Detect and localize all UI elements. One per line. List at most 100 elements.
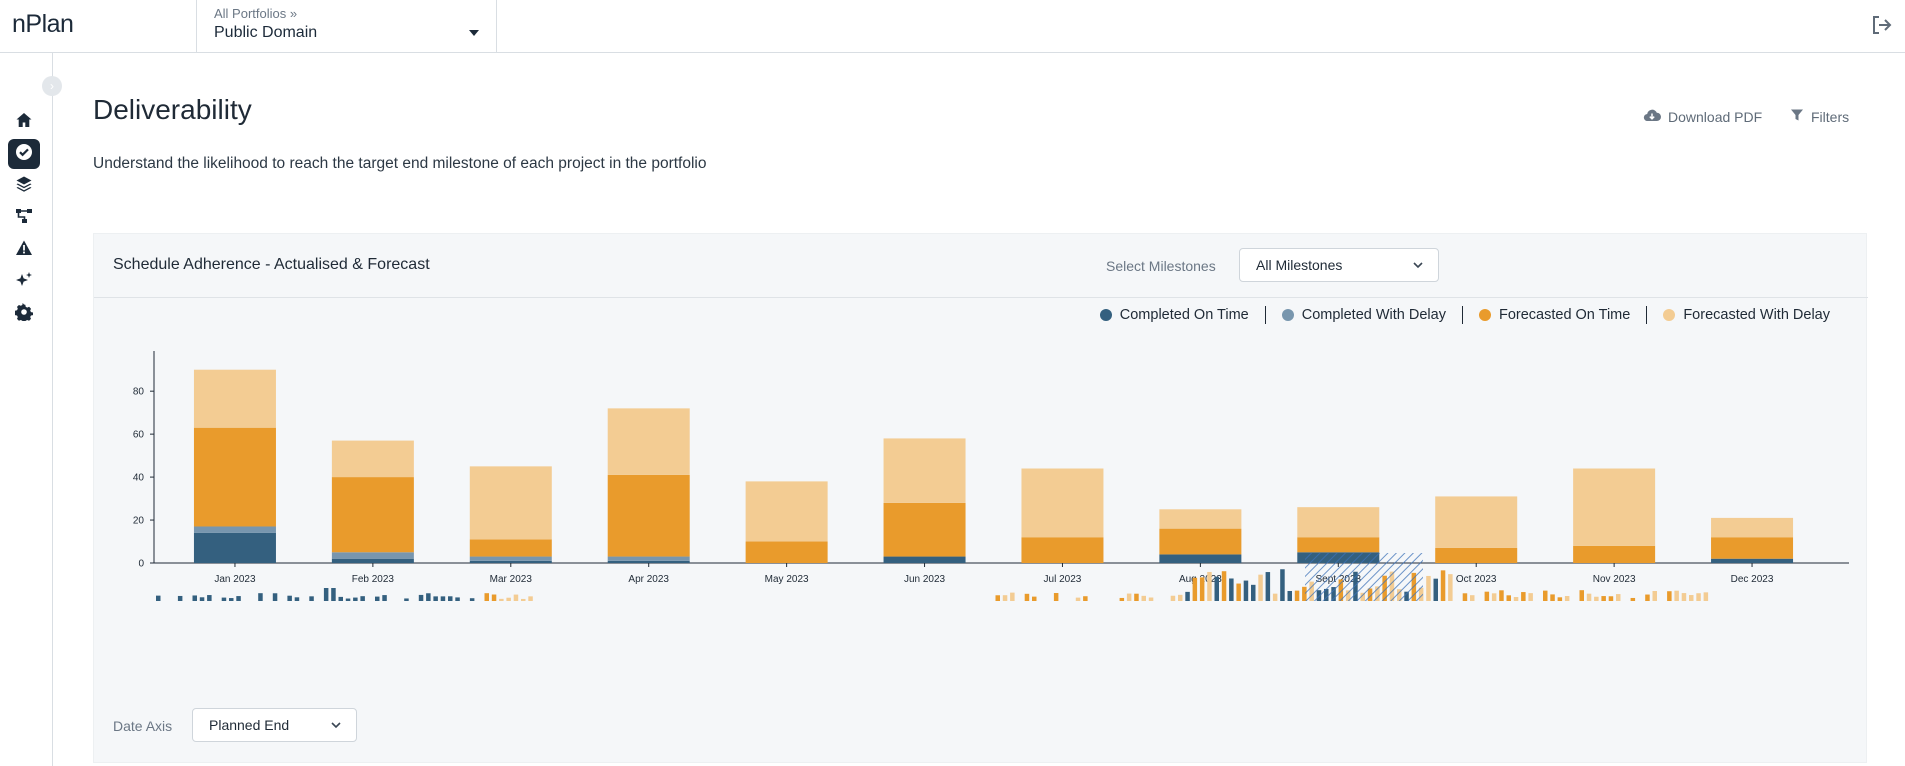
- overview-bar: [1440, 570, 1446, 601]
- overview-bar: [1586, 593, 1592, 601]
- bar-segment: [745, 541, 828, 563]
- overview-bar: [1681, 593, 1687, 601]
- bar-segment: [193, 369, 276, 428]
- overview-bar: [1141, 595, 1146, 601]
- bar-segment: [883, 556, 966, 563]
- x-tick-label: Jan 2023: [214, 574, 256, 585]
- overview-bar: [1053, 593, 1059, 601]
- overview-bar: [207, 595, 212, 601]
- legend-item-completed-with-delay[interactable]: Completed With Delay: [1281, 307, 1446, 323]
- overview-bar: [1265, 572, 1271, 601]
- bar-segment: [331, 552, 414, 559]
- bar-segment: [193, 526, 276, 533]
- legend-item-completed-on-time[interactable]: Completed On Time: [1099, 307, 1249, 323]
- overview-bar: [1564, 596, 1570, 601]
- overview-bar: [1272, 593, 1278, 601]
- sidebar: [0, 53, 53, 766]
- gear-icon: [15, 302, 33, 326]
- schedule-adherence-card: Schedule Adherence - Actualised & Foreca…: [93, 233, 1868, 763]
- overview-bar: [258, 593, 263, 601]
- legend-label: Completed On Time: [1119, 307, 1249, 323]
- overview-bar: [484, 593, 489, 601]
- sidebar-item-risks[interactable]: [8, 235, 40, 265]
- bar-segment: [607, 408, 690, 475]
- overview-bar: [156, 595, 161, 601]
- bar-segment: [1021, 468, 1104, 538]
- x-tick-label: Mar 2023: [490, 574, 533, 585]
- overview-bar: [1032, 596, 1037, 601]
- x-tick-label: May 2023: [765, 574, 809, 585]
- caret-down-icon[interactable]: [469, 30, 479, 36]
- filters-button[interactable]: Filters: [1790, 108, 1849, 125]
- sidebar-item-settings[interactable]: [8, 299, 40, 329]
- sidebar-item-deliverability[interactable]: [8, 139, 40, 169]
- x-tick-label: Jul 2023: [1044, 574, 1082, 585]
- sidebar-item-hierarchy[interactable]: [8, 203, 40, 233]
- overview-bar: [229, 598, 234, 601]
- sidebar-collapse-button[interactable]: ›: [42, 76, 62, 96]
- bar-segment: [1159, 528, 1242, 555]
- overview-bar: [1119, 597, 1125, 601]
- overview-bar: [1302, 586, 1307, 601]
- date-axis-select[interactable]: Planned End: [192, 708, 357, 742]
- overview-bar: [287, 595, 292, 601]
- legend-label: Completed With Delay: [1301, 307, 1446, 323]
- legend-item-forecasted-on-time[interactable]: Forecasted On Time: [1478, 307, 1630, 323]
- overview-bar: [404, 598, 409, 601]
- legend-item-forecasted-with-delay[interactable]: Forecasted With Delay: [1663, 307, 1830, 323]
- overview-bar: [1426, 575, 1431, 601]
- overview-bar: [1484, 591, 1490, 601]
- overview-bar: [1134, 593, 1139, 601]
- overview-bar: [375, 596, 380, 601]
- hierarchy-icon: [15, 207, 33, 230]
- sidebar-item-layers[interactable]: [8, 171, 40, 201]
- bar-segment: [469, 556, 552, 561]
- stacked-bar-chart: 0 20 40 60 80 Jan 2023 Feb 2023 Mar 2023 Apr 202…: [133, 351, 1849, 601]
- overview-bar: [1170, 595, 1176, 601]
- overview-bar: [1703, 592, 1709, 601]
- bar-segment: [1573, 545, 1656, 563]
- bar-segment: [469, 539, 552, 557]
- bar-segment: [1297, 507, 1380, 538]
- overview-bar: [1236, 583, 1241, 601]
- filter-icon: [1790, 108, 1804, 125]
- overview-bar: [338, 596, 343, 601]
- chevron-down-icon: [330, 718, 342, 734]
- overview-bar: [499, 598, 504, 601]
- overview-bar: [1645, 594, 1650, 601]
- filters-label: Filters: [1811, 108, 1850, 125]
- download-pdf-button[interactable]: Download PDF: [1643, 108, 1762, 125]
- sidebar-item-home[interactable]: [8, 107, 40, 137]
- overview-bar: [1002, 595, 1008, 601]
- portfolio-selector[interactable]: All Portfolios » Public Domain: [196, 0, 497, 53]
- bar-segment: [1711, 517, 1794, 538]
- milestones-select[interactable]: All Milestones: [1239, 248, 1439, 282]
- overview-bar: [1608, 596, 1614, 601]
- overview-bar: [469, 598, 475, 601]
- overview-bar: [1667, 591, 1672, 601]
- bar-segment: [469, 466, 552, 540]
- overview-bar: [353, 597, 358, 601]
- main-content: Deliverability Understand the likelihood…: [54, 54, 1905, 766]
- overview-bar: [1258, 574, 1263, 601]
- overview-bar: [513, 594, 519, 601]
- bar-segment: [607, 560, 690, 563]
- bar-segment: [193, 427, 276, 527]
- select-milestones-label: Select Milestones: [1106, 258, 1216, 274]
- overview-bar: [528, 596, 533, 601]
- overview-bar: [506, 597, 511, 601]
- check-circle-icon: [14, 142, 34, 167]
- overview-bar: [1207, 571, 1212, 601]
- overview-bar: [433, 596, 438, 601]
- logout-icon[interactable]: [1870, 14, 1894, 36]
- overview-bar: [1491, 593, 1497, 601]
- overview-bar: [1630, 597, 1636, 601]
- overview-bar: [309, 596, 314, 601]
- overview-bar: [1126, 593, 1132, 601]
- nplan-logo[interactable]: nPlan: [12, 10, 74, 38]
- y-tick-label: 40: [133, 473, 145, 484]
- sidebar-item-insights[interactable]: [8, 267, 40, 297]
- bar-segment: [331, 558, 414, 563]
- chevron-down-icon: [1412, 258, 1424, 274]
- breadcrumb[interactable]: All Portfolios »: [214, 6, 298, 21]
